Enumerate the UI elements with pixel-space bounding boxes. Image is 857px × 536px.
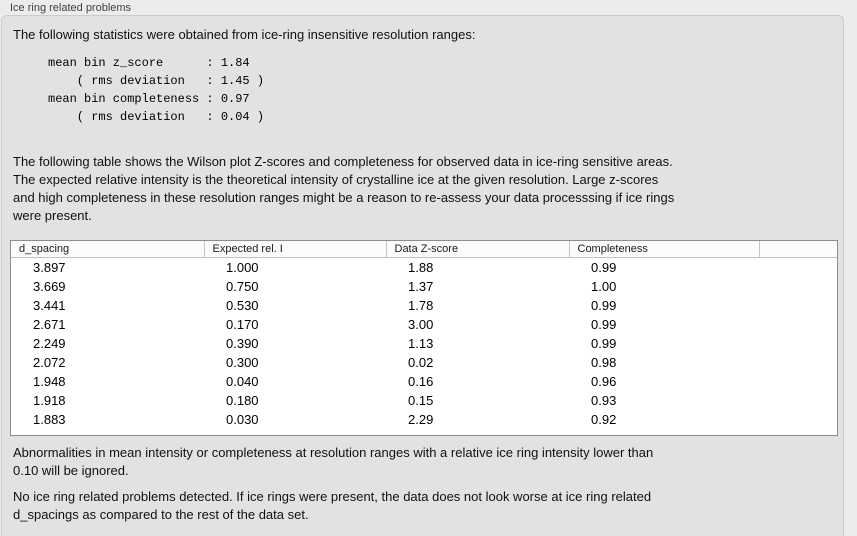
- table-cell: 2.671: [33, 317, 66, 332]
- table-row[interactable]: 3.669 0.750 1.37 1.00: [11, 277, 837, 296]
- table-cell: 0.030: [226, 412, 259, 427]
- table-cell: 3.00: [408, 317, 434, 332]
- table-cell: [759, 296, 837, 315]
- table-cell: 0.180: [226, 393, 259, 408]
- table-row[interactable]: 2.072 0.300 0.02 0.98: [11, 353, 837, 372]
- table-cell: 3.441: [33, 298, 66, 313]
- table-cell: [759, 334, 837, 353]
- table-cell: 1.37: [408, 279, 434, 294]
- stats-block: mean bin z_score : 1.84 ( rms deviation …: [48, 56, 265, 124]
- table-row[interactable]: 1.948 0.040 0.16 0.96: [11, 372, 837, 391]
- table-cell: 3.669: [33, 279, 66, 294]
- table-cell: 0.93: [591, 393, 617, 408]
- table-row[interactable]: 2.249 0.390 1.13 0.99: [11, 334, 837, 353]
- table-cell: 0.040: [226, 374, 259, 389]
- column-header-completeness[interactable]: Completeness: [569, 241, 760, 258]
- table-row[interactable]: 1.918 0.180 0.15 0.93: [11, 391, 837, 410]
- table-cell: 0.15: [408, 393, 434, 408]
- table-cell: [759, 372, 837, 391]
- panel-title: Ice ring related problems: [10, 2, 132, 14]
- table-cell: 1.88: [408, 260, 434, 275]
- table-cell: 0.96: [591, 374, 617, 389]
- table-cell: 0.99: [591, 298, 617, 313]
- table-cell: 0.02: [408, 355, 434, 370]
- table-row[interactable]: 3.441 0.530 1.78 0.99: [11, 296, 837, 315]
- ice-ring-table: d_spacing Expected rel. I Data Z-score C…: [10, 240, 838, 436]
- table-cell: 1.13: [408, 336, 434, 351]
- table-cell: [759, 277, 837, 296]
- column-header-data-z-score[interactable]: Data Z-score: [386, 241, 570, 258]
- table-cell: 1.00: [591, 279, 617, 294]
- table-cell: 0.92: [591, 412, 617, 427]
- table-cell: 0.99: [591, 260, 617, 275]
- table-cell: 0.99: [591, 317, 617, 332]
- table-cell: 0.300: [226, 355, 259, 370]
- table-cell: [759, 410, 837, 429]
- table-cell: 0.750: [226, 279, 259, 294]
- table-cell: [759, 315, 837, 334]
- table-cell: 1.883: [33, 412, 66, 427]
- table-header-row: d_spacing Expected rel. I Data Z-score C…: [11, 241, 837, 258]
- table-cell: 1.948: [33, 374, 66, 389]
- column-header-d-spacing[interactable]: d_spacing: [11, 241, 205, 258]
- table-cell: 3.897: [33, 260, 66, 275]
- table-description-text: The following table shows the Wilson plo…: [13, 154, 675, 223]
- column-header-expected-rel-i[interactable]: Expected rel. I: [204, 241, 387, 258]
- intro-text: The following statistics were obtained f…: [13, 27, 476, 42]
- table-cell: 2.29: [408, 412, 434, 427]
- table-cell: 2.249: [33, 336, 66, 351]
- table-cell: 1.000: [226, 260, 259, 275]
- table-cell: 1.918: [33, 393, 66, 408]
- ice-ring-groupbox: The following statistics were obtained f…: [1, 15, 844, 536]
- conclusion-text: No ice ring related problems detected. I…: [13, 489, 652, 522]
- table-cell: 0.390: [226, 336, 259, 351]
- table-cell: 1.78: [408, 298, 434, 313]
- ignore-threshold-note: Abnormalities in mean intensity or compl…: [13, 445, 654, 478]
- table-cell: 0.170: [226, 317, 259, 332]
- column-header-filler: [759, 241, 837, 258]
- table-cell: 0.99: [591, 336, 617, 351]
- table-cell: 0.530: [226, 298, 259, 313]
- table-row[interactable]: 1.883 0.030 2.29 0.92: [11, 410, 837, 429]
- table-row[interactable]: 3.897 1.000 1.88 0.99: [11, 258, 837, 278]
- table-cell: [759, 353, 837, 372]
- table-row[interactable]: 2.671 0.170 3.00 0.99: [11, 315, 837, 334]
- table-cell: 0.98: [591, 355, 617, 370]
- table-cell: [759, 391, 837, 410]
- table-cell: [759, 258, 837, 278]
- table-cell: 0.16: [408, 374, 434, 389]
- table-cell: 2.072: [33, 355, 66, 370]
